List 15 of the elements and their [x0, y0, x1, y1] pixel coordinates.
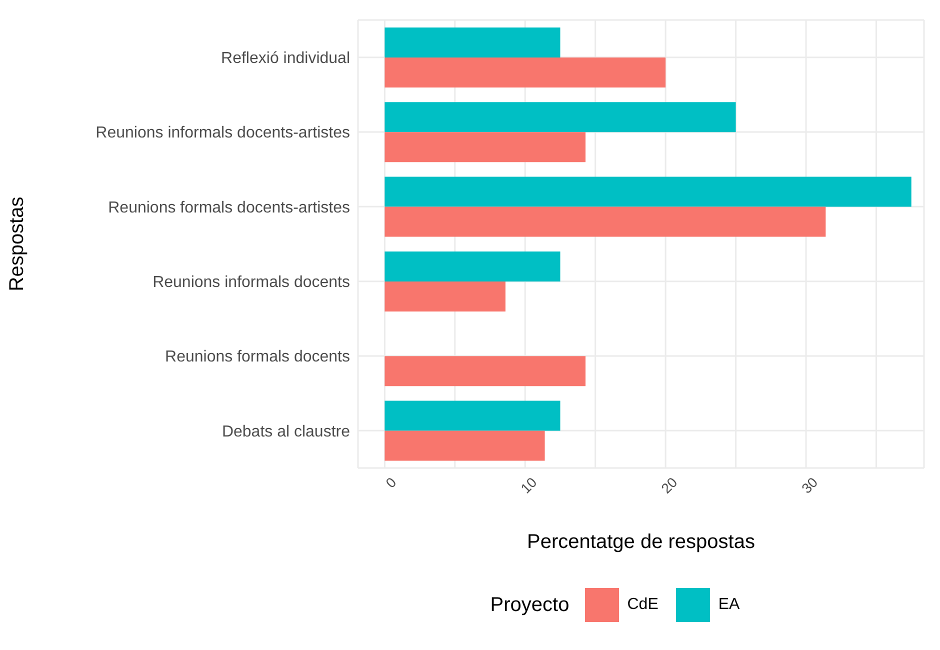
legend-label: EA [718, 596, 740, 614]
y-tick-label: Reunions formals docents [165, 348, 350, 366]
x-axis-title: Percentatge de respostas [527, 531, 755, 553]
x-tick-label: 30 [798, 474, 821, 496]
y-tick-label: Reunions formals docents-artistes [108, 199, 350, 216]
legend-label: CdE [627, 596, 658, 614]
x-tick-label: 10 [517, 474, 540, 496]
y-tick-label: Debats al claustre [222, 423, 350, 440]
y-axis-title: Respostas [6, 196, 28, 292]
y-tick-label: Reunions informals docents [152, 274, 350, 292]
y-tick-label: Reunions informals docents-artistes [96, 124, 350, 142]
x-tick-label: 20 [658, 474, 680, 496]
x-tick-label: 0 [382, 474, 400, 491]
y-tick-label: Reflexió individual [221, 50, 350, 68]
legend-title: Proyecto [490, 594, 570, 616]
